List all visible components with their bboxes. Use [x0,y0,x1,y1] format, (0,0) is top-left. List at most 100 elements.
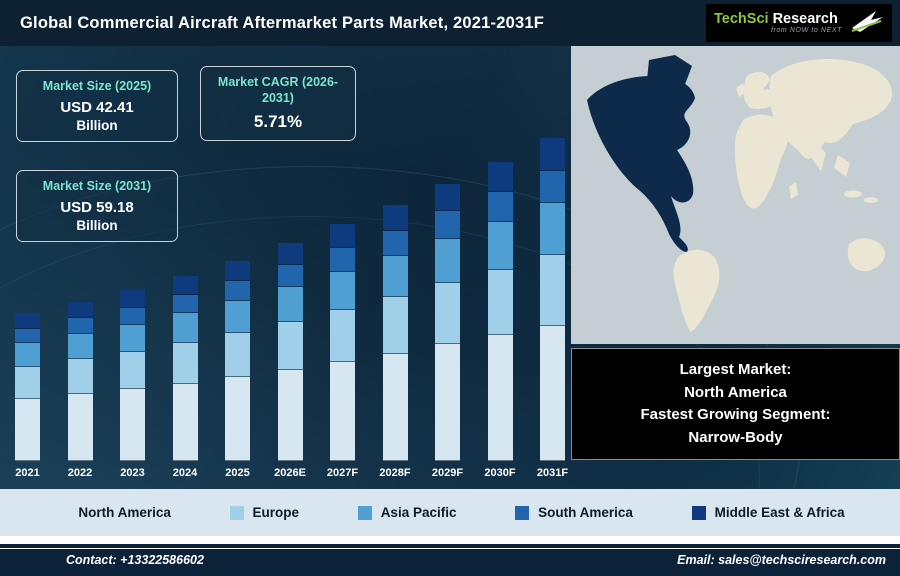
bar-column-2023: 2023 [119,290,146,481]
bar-segment-middle-east-africa [540,138,565,172]
map-region-uk [736,83,746,97]
legend-item-north-america: North America [55,505,171,520]
legend-item-south-america: South America [515,505,633,520]
bar-column-2022: 2022 [67,301,94,481]
map-region-southeast-asia [834,155,850,177]
x-axis-label: 2026E [274,467,306,479]
legend-swatch [357,505,372,520]
brand-name: TechSci Research [714,10,842,27]
chart-legend: North America Europe Asia Pacific South Ame… [0,489,900,536]
map-region-madagascar [789,182,798,199]
legend-label: Middle East & Africa [714,505,845,520]
legend-label: North America [78,505,171,520]
bar-segment-europe [15,366,40,399]
brand-logo: TechSci Research from NOW to NEXT [706,4,892,42]
bar-segment-middle-east-africa [120,290,145,309]
market-size-2031-box: Market Size (2031) USD 59.18 Billion [16,170,178,242]
bar-column-2028F: 2028F [379,204,411,481]
bar-segment-south-america [67,317,93,334]
bar-segment-middle-east-africa [382,204,408,231]
header-bar: Global Commercial Aircraft Aftermarket P… [0,0,900,46]
bar-stack [540,138,565,461]
legend-item-middle-east-africa: Middle East & Africa [691,505,845,520]
bar-stack [15,313,40,461]
bar-segment-asia-pacific [120,324,145,353]
main-content: Market Size (2025) USD 42.41 Billion Mar… [0,46,900,489]
bar-segment-north-america [435,344,460,461]
bar-column-2031F: 2031F [537,138,568,481]
contact-text: Contact: +13322586602 [66,553,204,567]
bar-segment-south-america [120,308,145,325]
bar-segment-north-america [540,325,565,461]
largest-market-callout: Largest Market: North America Fastest Gr… [571,348,900,460]
bar-segment-middle-east-africa [67,301,93,318]
bar-segment-europe [172,342,198,384]
footer-bar: Contact: +13322586602 Email: sales@techs… [0,544,900,576]
legend-swatch [515,505,530,520]
callout-line: North America [684,383,787,401]
bar-column-2029F: 2029F [432,183,463,481]
map-region-indonesia [864,197,878,203]
market-size-2031-unit: Billion [76,217,118,233]
brand-tagline: from NOW to NEXT [770,26,842,34]
bar-stack [330,224,355,461]
market-size-2025-box: Market Size (2025) USD 42.41 Billion [16,70,178,142]
bar-segment-asia-pacific [382,256,408,298]
bar-segment-north-america [487,335,513,461]
bar-segment-middle-east-africa [487,161,513,192]
bar-segment-asia-pacific [15,343,40,367]
map-region-australia [847,238,885,272]
bar-column-2026E: 2026E [274,243,306,481]
bar-segment-middle-east-africa [277,243,303,265]
market-size-2025-unit: Billion [76,117,118,133]
map-region-indonesia [844,190,862,198]
bar-segment-asia-pacific [172,313,198,343]
bar-segment-asia-pacific [225,301,250,334]
map-region-africa [734,114,788,209]
bar-stack [277,243,303,461]
market-size-2025-label: Market Size (2025) [42,79,152,93]
bar-segment-asia-pacific [330,271,355,310]
x-axis-label: 2022 [67,467,93,479]
bar-segment-south-america [225,281,250,302]
bar-segment-asia-pacific [540,203,565,256]
bar-segment-north-america [277,369,303,461]
bar-segment-south-america [330,248,355,272]
bar-stack [435,183,460,461]
bar-segment-asia-pacific [277,286,303,322]
legend-item-asia-pacific: Asia Pacific [357,505,456,520]
market-size-2031-label: Market Size (2031) [42,179,152,193]
bar-segment-europe [67,359,93,394]
bar-segment-north-america [67,394,93,461]
bar-segment-europe [435,283,460,345]
bar-segment-south-america [15,328,40,344]
bar-segment-middle-east-africa [435,183,460,211]
bar-stack [120,290,145,461]
bar-column-2030F: 2030F [484,161,516,481]
callout-line: Fastest Growing Segment: [640,406,831,423]
callout-line: Largest Market: [679,361,792,378]
world-map [571,46,900,344]
map-region-india [810,141,826,171]
market-size-2031-value: USD 59.18 [60,198,134,216]
bar-segment-middle-east-africa [225,260,250,282]
email-text: Email: sales@techsciresearch.com [677,553,886,567]
bar-column-2027F: 2027F [326,224,359,481]
legend-item-europe: Europe [229,505,300,520]
legend-swatch [55,505,70,520]
bar-segment-south-america [382,230,408,257]
bar-segment-north-america [15,399,40,461]
brand-name-secondary: Research [772,10,838,27]
bar-segment-europe [277,321,303,370]
market-cagr-box: Market CAGR (2026-2031) 5.71% [200,66,356,142]
bar-segment-europe [120,352,145,390]
legend-label: Europe [252,505,300,520]
legend-swatch [229,505,244,520]
paper-plane-arrow-icon [850,7,884,40]
x-axis-label: 2028F [379,467,411,479]
x-axis-label: 2027F [326,467,359,479]
stacked-bar-chart: 2021 2022 2023 2024 2025 2026E 2027F 2028F 2029F… [14,138,568,481]
bar-segment-south-america [487,191,513,222]
bar-segment-north-america [120,389,145,461]
